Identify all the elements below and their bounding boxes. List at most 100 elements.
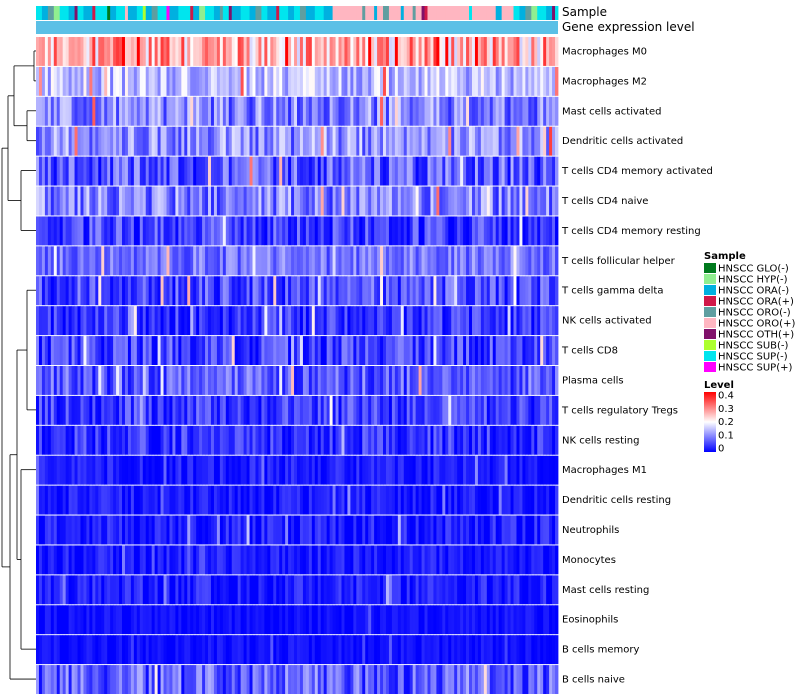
heatmap-cell (454, 366, 458, 395)
heatmap-cell (36, 306, 40, 336)
heatmap-cell (166, 366, 170, 395)
heatmap-cell (249, 96, 253, 126)
heatmap-cell (474, 635, 479, 665)
heatmap-cell (181, 246, 185, 276)
heatmap-cell (474, 605, 479, 635)
heatmap-cell (154, 126, 159, 156)
heatmap-cell (448, 276, 452, 306)
heatmap-cell (101, 186, 105, 216)
heatmap-cell (519, 126, 523, 156)
heatmap-cell (142, 96, 147, 126)
heatmap-cell (196, 186, 200, 216)
sample-annotation-cell (436, 6, 440, 20)
heatmap-cell (522, 575, 526, 605)
heatmap-cell (445, 37, 449, 66)
heatmap-cell (181, 306, 185, 336)
heatmap-cell (116, 336, 120, 365)
sample-annotation-cell (38, 6, 43, 20)
heatmap-cell (368, 515, 372, 545)
heatmap-cell (359, 605, 363, 635)
heatmap-cell (47, 66, 52, 96)
heatmap-cell (208, 126, 212, 156)
heatmap-cell (276, 306, 280, 336)
heatmap-cell (344, 37, 348, 66)
heatmap-cell (463, 126, 467, 156)
sample-legend-swatch (704, 318, 716, 328)
sample-annotation-cell (56, 6, 61, 20)
heatmap-cell (302, 635, 307, 665)
heatmap-cell (270, 306, 274, 336)
heatmap-cell (86, 455, 90, 485)
heatmap-cell (261, 156, 265, 186)
heatmap-cell (323, 336, 328, 365)
heatmap-cell (394, 96, 399, 126)
heatmap-cell (362, 156, 366, 186)
heatmap-cell (457, 246, 461, 276)
heatmap-cell (116, 455, 120, 485)
heatmap-cell (41, 665, 46, 694)
heatmap-cell (127, 186, 132, 216)
heatmap-cell (74, 336, 78, 365)
heatmap-cell (365, 455, 369, 485)
heatmap-cell (95, 605, 99, 635)
heatmap-cell (297, 216, 301, 246)
heatmap-cell (44, 366, 49, 395)
heatmap-cell (457, 276, 461, 306)
heatmap-cell (53, 395, 58, 425)
heatmap-cell (463, 605, 467, 635)
heatmap-cell (187, 665, 191, 694)
heatmap-cell (335, 96, 339, 126)
heatmap-cell (397, 455, 402, 485)
heatmap-cell (504, 366, 508, 395)
heatmap-cell (409, 96, 414, 126)
heatmap-cell (282, 66, 286, 96)
heatmap-cell (151, 665, 156, 694)
heatmap-cell (519, 37, 523, 66)
heatmap-cell (371, 395, 375, 425)
heatmap-cell (552, 156, 556, 186)
heatmap-cell (320, 96, 325, 126)
heatmap-cell (388, 485, 393, 515)
heatmap-cell (101, 575, 105, 605)
heatmap-cell (350, 605, 354, 635)
heatmap-cell (62, 485, 67, 515)
heatmap-cell (317, 66, 322, 96)
heatmap-cell (388, 66, 393, 96)
heatmap-cell (95, 276, 99, 306)
heatmap-cell (383, 425, 387, 455)
heatmap-cell (270, 545, 274, 575)
heatmap-cell (130, 306, 135, 336)
heatmap-cell (308, 665, 313, 694)
heatmap-cell (47, 515, 52, 545)
heatmap-cell (124, 665, 129, 694)
heatmap-cell (258, 96, 262, 126)
heatmap-cell (41, 126, 46, 156)
heatmap-cell (474, 395, 479, 425)
heatmap-cell (199, 425, 203, 455)
heatmap-cell (205, 605, 209, 635)
heatmap-cell (383, 575, 387, 605)
heatmap-cell (555, 605, 559, 635)
heatmap-cell (282, 366, 286, 395)
heatmap-cell (362, 216, 366, 246)
heatmap-cell (50, 306, 55, 336)
heatmap-cell (371, 96, 375, 126)
heatmap-cell (210, 246, 215, 276)
sample-annotation-cell (519, 6, 523, 20)
heatmap-cell (421, 455, 425, 485)
heatmap-cell (480, 366, 485, 395)
heatmap-cell (466, 515, 470, 545)
heatmap-cell (47, 126, 52, 156)
heatmap-cell (210, 425, 215, 455)
heatmap-cell (83, 366, 87, 395)
heatmap-cell (374, 246, 378, 276)
heatmap-cell (483, 575, 488, 605)
heatmap-cell (406, 395, 411, 425)
heatmap-cell (516, 425, 520, 455)
heatmap-cell (380, 126, 384, 156)
heatmap-cell (151, 276, 156, 306)
heatmap-cell (480, 635, 485, 665)
heatmap-cell (463, 246, 467, 276)
heatmap-cell (463, 575, 467, 605)
heatmap-cell (151, 395, 156, 425)
